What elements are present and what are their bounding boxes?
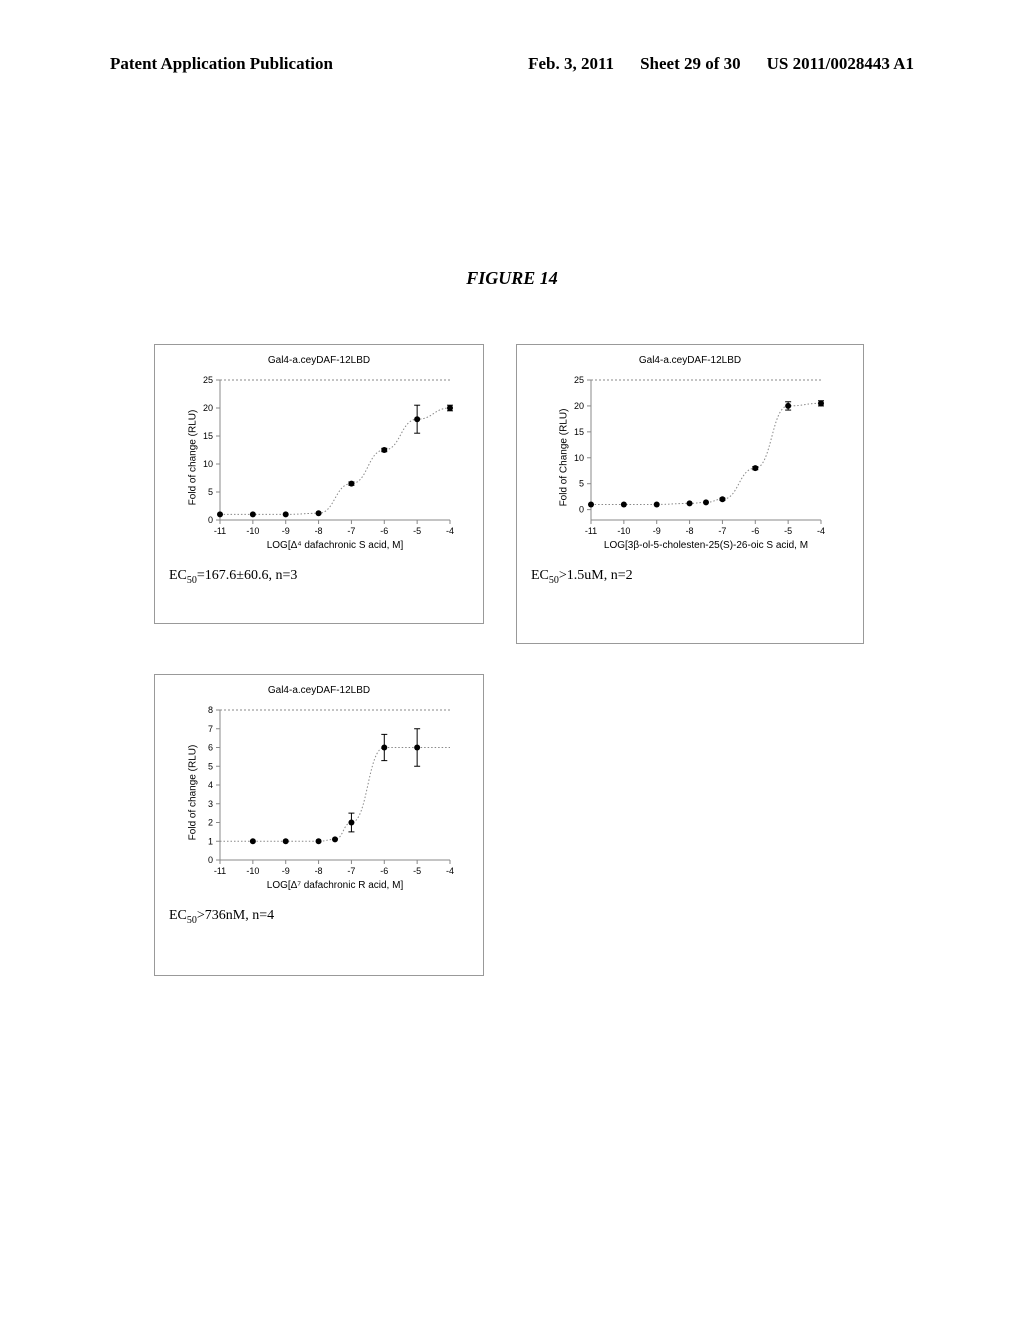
svg-text:-6: -6: [751, 526, 759, 536]
svg-text:-7: -7: [347, 866, 355, 876]
svg-text:-9: -9: [282, 526, 290, 536]
svg-text:1: 1: [208, 836, 213, 846]
header-pubno: US 2011/0028443 A1: [767, 54, 914, 74]
chart-svg: 0 5 10 15 20 25 -11 -10 -9 -8 -7 -6 -5 -4 LOG[Δ⁴ dafac…: [178, 374, 460, 550]
svg-text:-11: -11: [585, 526, 597, 536]
svg-text:-9: -9: [282, 866, 290, 876]
svg-text:20: 20: [203, 403, 213, 413]
svg-text:0: 0: [579, 505, 584, 515]
svg-text:-9: -9: [653, 526, 661, 536]
chart-y-label: Fold of Change (RLU): [559, 403, 570, 513]
svg-text:0: 0: [208, 855, 213, 865]
panel-b: Gal4-a.ceyDAF-12LBD 0 5 10 15 20 25 -11 -10 -9 -8…: [516, 344, 864, 644]
svg-text:3: 3: [208, 799, 213, 809]
svg-text:10: 10: [203, 459, 213, 469]
header-left: Patent Application Publication: [110, 54, 333, 74]
svg-text:7: 7: [208, 724, 213, 734]
svg-text:-10: -10: [246, 866, 259, 876]
svg-text:25: 25: [574, 375, 584, 385]
chart-b-ec50: EC50>1.5uM, n=2: [531, 568, 863, 586]
figure-title: FIGURE 14: [0, 268, 1024, 289]
svg-text:6: 6: [208, 743, 213, 753]
svg-text:-5: -5: [784, 526, 792, 536]
chart-b-title: Gal4-a.ceyDAF-12LBD: [517, 355, 863, 366]
panel-a: Gal4-a.ceyDAF-12LBD 0 5 10 15 20 25 -11 -10 -9 -8…: [154, 344, 484, 624]
chart-a-ec50: EC50=167.6±60.6, n=3: [169, 568, 483, 586]
svg-text:-4: -4: [446, 526, 454, 536]
header-date: Feb. 3, 2011: [528, 54, 614, 74]
chart-b: 0 5 10 15 20 25 -11 -10 -9 -8 -7 -6 -5 -4 LOG[3β-ol-5-…: [549, 374, 831, 550]
svg-text:-5: -5: [413, 866, 421, 876]
svg-text:-6: -6: [380, 526, 388, 536]
chart-y-label: Fold of change (RLU): [188, 403, 199, 513]
svg-text:4: 4: [208, 780, 213, 790]
chart-c-title: Gal4-a.ceyDAF-12LBD: [155, 685, 483, 696]
chart-a: 0 5 10 15 20 25 -11 -10 -9 -8 -7 -6 -5 -4 LOG[Δ⁴ dafac…: [178, 374, 460, 550]
chart-svg: 0 5 10 15 20 25 -11 -10 -9 -8 -7 -6 -5 -4 LOG[3β-ol-5-…: [549, 374, 831, 550]
svg-text:15: 15: [574, 427, 584, 437]
svg-text:-8: -8: [315, 866, 323, 876]
page-header: Patent Application Publication Feb. 3, 2…: [0, 54, 1024, 74]
svg-text:-8: -8: [315, 526, 323, 536]
svg-text:-4: -4: [446, 866, 454, 876]
svg-text:LOG[Δ⁴ dafachronic S acid, M]: LOG[Δ⁴ dafachronic S acid, M]: [267, 540, 404, 550]
chart-y-label: Fold of change (RLU): [188, 738, 199, 848]
chart-svg: 0 1 2 3 4 5 6 7 8 -11 -10 -9 -8 -7 -6 -5 -4 LOG[Δ⁷ dafach…: [178, 704, 460, 890]
svg-text:-11: -11: [214, 526, 226, 536]
svg-text:-6: -6: [380, 866, 388, 876]
svg-text:-11: -11: [214, 866, 226, 876]
svg-text:15: 15: [203, 431, 213, 441]
chart-c: 0 1 2 3 4 5 6 7 8 -11 -10 -9 -8 -7 -6 -5 -4 LOG[Δ⁷ dafach…: [178, 704, 460, 890]
svg-text:2: 2: [208, 818, 213, 828]
header-sheet: Sheet 29 of 30: [640, 54, 741, 74]
svg-text:10: 10: [574, 453, 584, 463]
chart-c-ec50: EC50>736nM, n=4: [169, 908, 483, 926]
svg-text:5: 5: [579, 479, 584, 489]
svg-text:-5: -5: [413, 526, 421, 536]
svg-text:20: 20: [574, 401, 584, 411]
svg-text:0: 0: [208, 515, 213, 525]
svg-text:-4: -4: [817, 526, 825, 536]
panel-c: Gal4-a.ceyDAF-12LBD 0 1 2 3 4 5 6 7 8 -11 -10 -9 -8 -…: [154, 674, 484, 976]
svg-text:-7: -7: [347, 526, 355, 536]
svg-text:LOG[3β-ol-5-cholesten-25(S)-26: LOG[3β-ol-5-cholesten-25(S)-26-oic S aci…: [604, 540, 808, 550]
svg-text:5: 5: [208, 761, 213, 771]
svg-text:8: 8: [208, 705, 213, 715]
svg-text:-8: -8: [686, 526, 694, 536]
svg-text:5: 5: [208, 487, 213, 497]
header-right: Feb. 3, 2011 Sheet 29 of 30 US 2011/0028…: [528, 54, 914, 74]
svg-text:25: 25: [203, 375, 213, 385]
svg-text:-10: -10: [246, 526, 259, 536]
svg-text:-10: -10: [617, 526, 630, 536]
svg-text:LOG[Δ⁷ dafachronic R acid, M]: LOG[Δ⁷ dafachronic R acid, M]: [267, 880, 404, 890]
chart-a-title: Gal4-a.ceyDAF-12LBD: [155, 355, 483, 366]
svg-text:-7: -7: [718, 526, 726, 536]
